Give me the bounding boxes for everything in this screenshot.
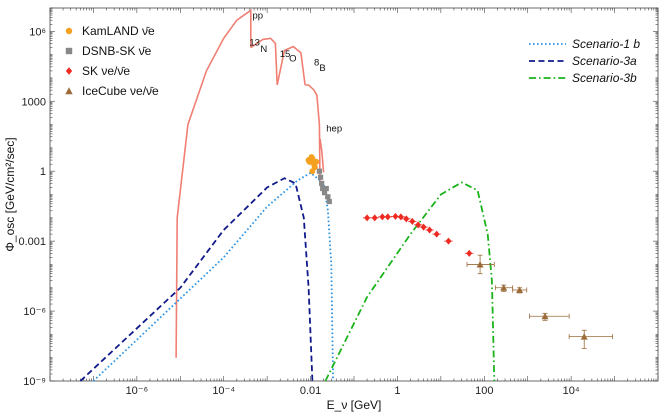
data-point — [316, 168, 323, 174]
source-label: 13 — [249, 37, 260, 48]
y-tick-label: 1 — [40, 166, 46, 178]
legend-label: Scenario-1 b — [572, 37, 640, 51]
data-point — [409, 217, 416, 225]
data-point — [325, 194, 331, 200]
solar-band — [319, 138, 325, 173]
ticks: 10⁻⁶ 10⁻⁴ 0.01 1 100 10⁴ 10⁻⁹ 10⁻⁶ 0.001 1 1000 10⁶ — [18, 7, 659, 397]
solar-band — [250, 37, 278, 86]
data-point — [516, 286, 524, 294]
source-label: 15 — [280, 49, 291, 60]
solar-band — [175, 8, 252, 358]
data-point — [445, 237, 452, 245]
x-tick-label: 10⁻⁴ — [212, 385, 235, 397]
data-point — [65, 67, 73, 75]
y-axis-label: Φ_osc [GeV/cm²/sec] — [3, 137, 17, 251]
y-tick-label: 0.001 — [18, 236, 46, 248]
data-point — [397, 213, 404, 221]
source-label: hep — [326, 124, 342, 135]
data-point — [541, 312, 549, 320]
data-point — [433, 230, 440, 238]
data-point — [466, 249, 473, 257]
data-point — [319, 180, 325, 186]
legend-right: Scenario-1 b Scenario-3a Scenario-3b — [529, 37, 640, 85]
data-point — [323, 185, 329, 192]
data-point — [403, 215, 410, 223]
data-point — [65, 47, 73, 55]
legend-label: KamLAND ν̄e — [82, 24, 155, 38]
solar-band — [305, 84, 321, 184]
data-point — [321, 190, 328, 196]
legend-left: KamLAND ν̄e DSNB-SK ν̄e SK νe/ν̄e IceCube ν… — [65, 24, 159, 98]
y-tick-label: 10⁶ — [29, 26, 46, 38]
data-point — [317, 174, 324, 180]
legend-label: IceCube νe/ν̄e — [82, 84, 159, 98]
data-point — [326, 198, 332, 205]
data-point — [476, 260, 484, 268]
data-point — [500, 284, 508, 291]
legend-label: DSNB-SK ν̄e — [82, 44, 152, 58]
scenario-curve — [324, 181, 496, 382]
data-point — [426, 226, 433, 234]
data-point — [65, 27, 73, 35]
data-point — [371, 214, 378, 222]
data-point — [392, 212, 399, 220]
scenario-curve — [92, 171, 334, 382]
data-point — [580, 333, 588, 340]
source-label: B — [319, 63, 325, 74]
solar-band — [276, 45, 306, 86]
experimental-data — [305, 154, 613, 349]
source-label: pp — [252, 11, 263, 22]
y-tick-label: 10⁻⁹ — [23, 376, 46, 388]
legend-label: SK νe/ν̄e — [82, 64, 130, 78]
solar-bands — [175, 8, 325, 358]
x-tick-label: 0.01 — [300, 385, 321, 397]
data-point — [65, 87, 73, 95]
x-tick-label: 10⁻⁶ — [126, 385, 149, 397]
legend-label: Scenario-3b — [572, 71, 637, 85]
legend-label: Scenario-3a — [572, 54, 637, 68]
data-point — [379, 213, 386, 221]
data-point — [309, 168, 316, 175]
data-point — [420, 223, 427, 231]
data-point — [384, 213, 391, 221]
data-point — [320, 185, 326, 192]
x-axis-label: E_ν [GeV] — [327, 398, 382, 412]
source-label: N — [260, 44, 267, 55]
source-label: O — [289, 54, 296, 65]
data-point — [364, 214, 371, 222]
x-tick-label: 1 — [394, 385, 400, 397]
x-tick-label: 10⁴ — [563, 385, 580, 397]
data-point — [313, 158, 320, 165]
y-tick-label: 10⁻⁶ — [23, 306, 46, 318]
x-tick-label: 100 — [475, 385, 493, 397]
scenario-curve — [79, 177, 314, 382]
y-tick-label: 1000 — [22, 96, 46, 108]
data-point — [309, 155, 316, 162]
source-label: 8 — [314, 57, 319, 68]
scenario-curves — [79, 171, 496, 382]
data-point — [415, 221, 422, 229]
